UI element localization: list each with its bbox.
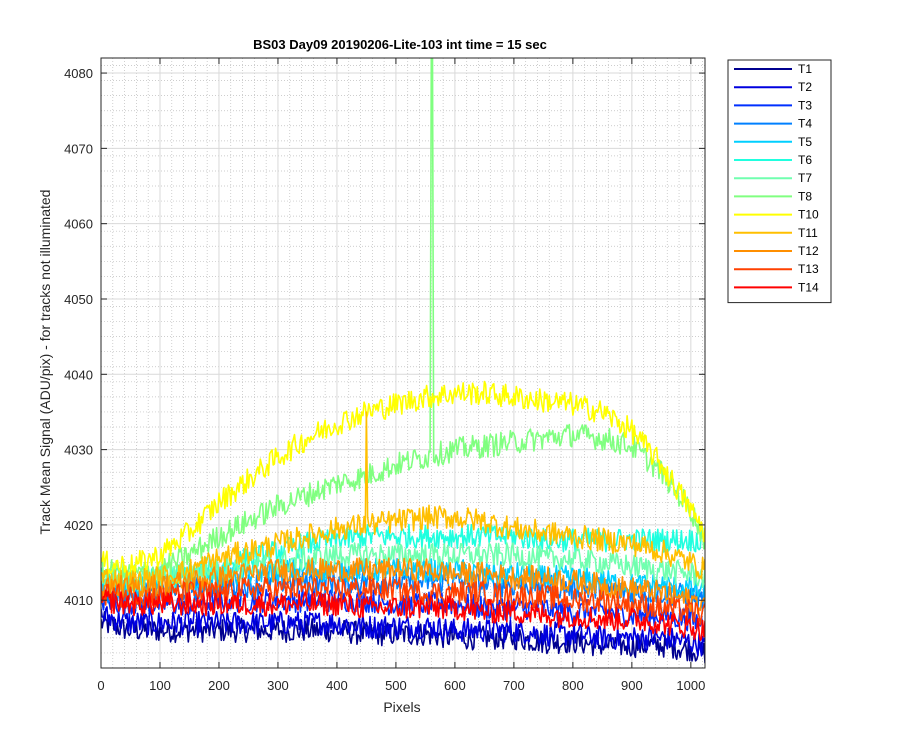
y-tick-label: 4010 — [64, 593, 93, 608]
axes-box — [100, 57, 706, 669]
x-tick-label: 800 — [562, 678, 584, 693]
legend-label-t11: T11 — [798, 226, 818, 240]
legend-label-t2: T2 — [798, 80, 812, 94]
x-tick-label: 1000 — [676, 678, 705, 693]
legend-label-t10: T10 — [798, 208, 819, 222]
legend-label-t8: T8 — [798, 189, 812, 203]
x-tick-label: 200 — [208, 678, 230, 693]
series-line-t7 — [101, 542, 705, 592]
series-line-t8 — [101, 58, 705, 585]
y-tick-label: 4080 — [64, 66, 93, 81]
y-tick-label: 4030 — [64, 443, 93, 458]
series-line-t11 — [101, 411, 705, 594]
x-tick-label: 500 — [385, 678, 407, 693]
x-tick-label: 900 — [621, 678, 643, 693]
y-tick-label: 4040 — [64, 367, 93, 382]
x-axis-title: Pixels — [383, 699, 420, 715]
y-tick-label: 4060 — [64, 217, 93, 232]
legend-label-t14: T14 — [798, 280, 819, 294]
series-line-t14 — [101, 589, 705, 642]
legend-label-t7: T7 — [798, 171, 812, 185]
y-axis-title: Track Mean Signal (ADU/pix) - for tracks… — [37, 190, 53, 535]
plot-area: 0 100 200 300 400 500 600 700 800 900 1000 4010 4020… — [64, 57, 706, 693]
y-tick-label: 4020 — [64, 518, 93, 533]
legend: T1 T2 T3 T4 T5 T6 T7 T8 T10 T11 T12 T13 T14 — [727, 59, 832, 304]
x-tick-label: 600 — [444, 678, 466, 693]
y-tick-label: 4070 — [64, 141, 93, 156]
x-tick-label: 0 — [97, 678, 104, 693]
legend-box — [727, 59, 832, 304]
legend-label-t4: T4 — [798, 117, 812, 131]
series-line-t1 — [101, 611, 705, 664]
legend-label-t13: T13 — [798, 262, 819, 276]
series-line-t13 — [101, 576, 705, 626]
legend-label-t6: T6 — [798, 153, 812, 167]
x-tick-label: 700 — [503, 678, 525, 693]
chart-title: BS03 Day09 20190206-Lite-103 int time = … — [253, 37, 547, 52]
series-lines — [101, 58, 705, 664]
x-tick-label: 300 — [267, 678, 289, 693]
series-line-t12 — [101, 557, 705, 615]
legend-label-t12: T12 — [798, 244, 819, 258]
ticks: 0 100 200 300 400 500 600 700 800 900 1000 4010 4020… — [64, 58, 705, 693]
y-tick-label: 4050 — [64, 292, 93, 307]
legend-label-t1: T1 — [798, 62, 812, 76]
legend-label-t5: T5 — [798, 135, 812, 149]
series-line-t10 — [101, 380, 705, 577]
legend-label-t3: T3 — [798, 98, 812, 112]
x-tick-label: 100 — [149, 678, 171, 693]
x-tick-label: 400 — [326, 678, 348, 693]
